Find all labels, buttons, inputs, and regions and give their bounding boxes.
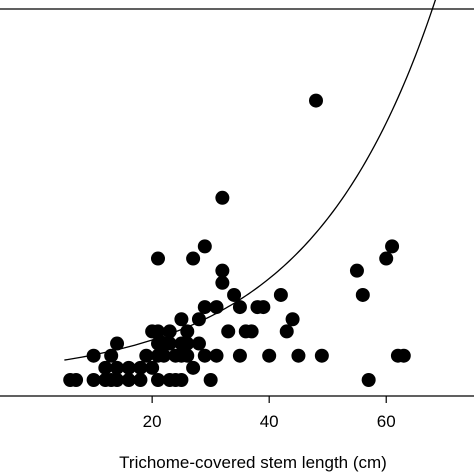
data-point [104,348,119,363]
data-point [162,324,177,339]
data-point [145,360,160,375]
data-point [203,373,218,387]
data-point [162,336,177,351]
data-point [396,348,411,363]
data-point [279,324,294,339]
data-point [273,287,288,302]
data-point [180,324,195,339]
data-point [110,336,125,351]
data-point [197,239,212,254]
data-point [285,312,300,327]
data-point [197,348,212,363]
data-point [215,263,230,278]
data-point [244,324,259,339]
data-point [232,348,247,363]
data-point [86,348,101,363]
data-point [385,239,400,254]
data-point [151,324,165,339]
data-point [215,190,230,205]
x-tick-label-20: 20 [143,412,162,431]
data-point [180,336,195,351]
data-point [180,348,195,363]
data-point [221,324,236,339]
data-point [121,360,136,375]
data-point [110,360,125,375]
data-point [361,373,376,387]
x-tick-label-60: 60 [377,412,396,431]
data-point [110,373,125,387]
data-point [215,275,230,290]
data-point [209,348,224,363]
data-point [133,360,148,375]
data-point [191,312,206,327]
data-point [349,263,364,278]
data-point [355,287,370,302]
data-point [197,300,212,315]
data-point [156,348,171,363]
x-ticks: 20 40 60 [143,396,396,431]
x-axis-title: Trichome-covered stem length (cm) [119,453,387,472]
data-point [151,251,165,266]
data-point [256,300,271,315]
data-points [63,93,411,387]
data-point [314,348,329,363]
data-point [69,373,84,387]
data-point [174,312,189,327]
data-point [227,287,242,302]
data-point [309,93,323,108]
data-point [186,251,201,266]
data-point [191,336,206,351]
data-point [379,251,394,266]
data-point [86,373,101,387]
data-point [186,360,201,375]
data-point [209,300,224,315]
plot-frame [0,8,474,397]
data-point [168,373,183,387]
data-point [98,360,113,375]
data-point [121,373,136,387]
data-point [151,373,165,387]
fit-curve [64,0,437,361]
data-point [262,348,277,363]
data-point [291,348,306,363]
x-tick-label-40: 40 [260,412,279,431]
data-point [133,373,148,387]
data-point [139,348,154,363]
data-point [232,300,247,315]
